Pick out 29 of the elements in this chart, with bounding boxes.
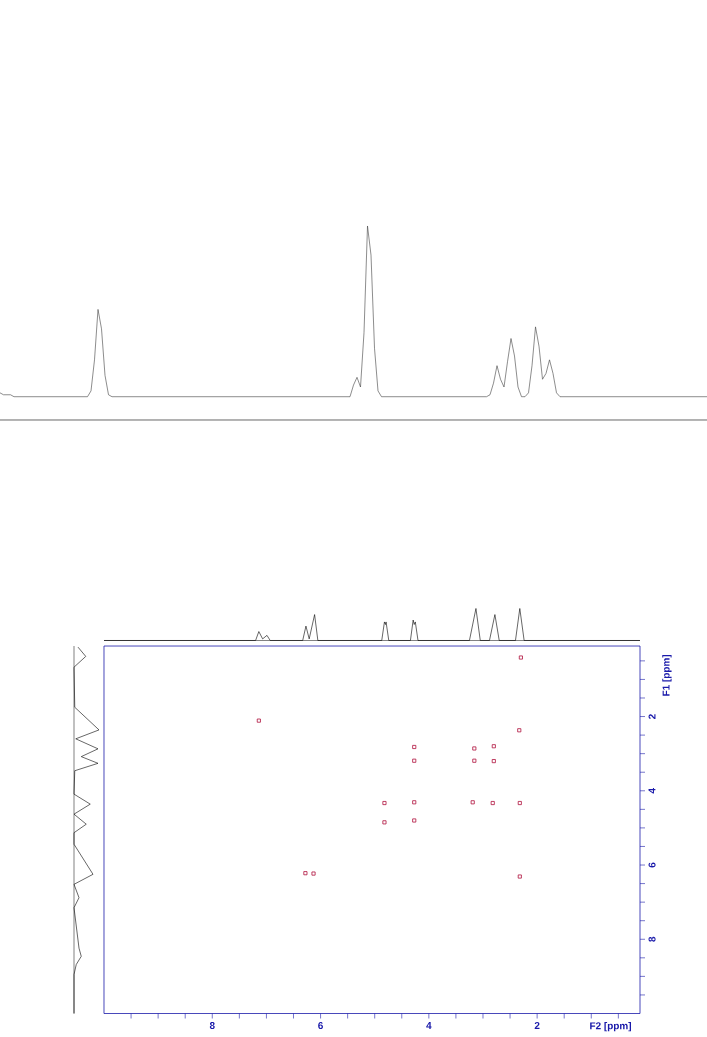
point	[518, 655, 523, 660]
y-tick-label: 4	[648, 788, 656, 794]
point	[517, 874, 522, 879]
point	[412, 818, 417, 823]
point	[472, 746, 477, 751]
point	[517, 728, 522, 733]
point	[311, 871, 316, 876]
point	[491, 759, 496, 764]
y-tick-label: 2	[648, 714, 656, 719]
point	[412, 800, 417, 805]
point	[412, 758, 417, 763]
x-tick-label: 2	[534, 1022, 540, 1029]
x-axis-title: F2 [ppm]	[590, 1022, 631, 1032]
x-tick-label: 4	[426, 1022, 432, 1029]
y-tick-label: 8	[648, 936, 656, 942]
point	[382, 820, 387, 825]
x-tick-label: 6	[318, 1022, 323, 1030]
point	[303, 871, 308, 876]
point	[491, 744, 496, 749]
point	[256, 718, 261, 723]
point	[382, 801, 387, 806]
point	[517, 801, 522, 806]
x-tick-label: 8	[209, 1022, 215, 1030]
y-tick-label: 6	[648, 862, 656, 868]
y-axis-title: F1 [ppm]	[662, 654, 672, 696]
point	[412, 744, 417, 749]
point	[472, 758, 477, 763]
point	[470, 800, 475, 805]
point	[490, 801, 495, 806]
